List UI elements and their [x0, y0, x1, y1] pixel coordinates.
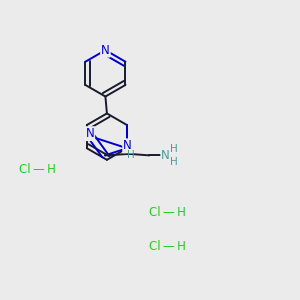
Text: N: N — [161, 149, 170, 162]
Text: Cl — H: Cl — H — [149, 206, 186, 219]
Text: N: N — [85, 127, 94, 140]
Text: Cl — H: Cl — H — [149, 240, 186, 253]
Text: Cl — H: Cl — H — [19, 163, 56, 176]
Text: N: N — [101, 44, 110, 57]
Text: N: N — [123, 139, 132, 152]
Text: H: H — [170, 157, 178, 167]
Text: H: H — [170, 144, 178, 154]
Text: H: H — [127, 150, 134, 160]
